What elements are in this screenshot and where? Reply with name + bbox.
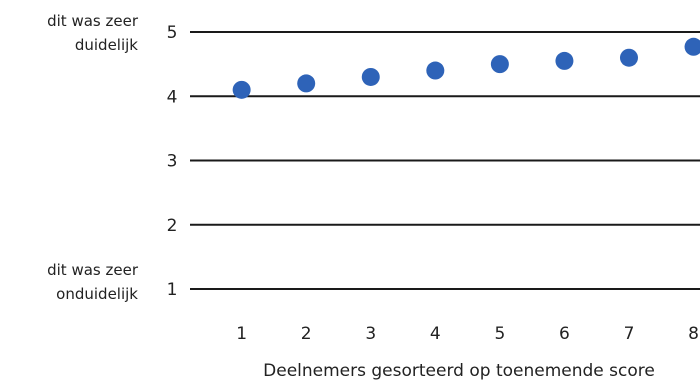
data-point-7 (619, 48, 638, 67)
y-gridlines (190, 31, 700, 290)
x-tick-label-3: 3 (365, 324, 376, 344)
y-top-anchor-line-2: duidelijk (75, 36, 138, 54)
data-point-2 (297, 74, 316, 93)
x-tick-label-5: 5 (494, 324, 505, 344)
y-bottom-anchor-line-1: dit was zeer (47, 261, 139, 279)
y-tick-labels: 1 2 3 4 5 (167, 23, 178, 300)
x-tick-label-2: 2 (301, 324, 312, 344)
x-tick-label-1: 1 (236, 324, 247, 344)
data-point-4 (426, 61, 445, 80)
y-tick-label-3: 3 (167, 152, 178, 172)
data-point-5 (490, 55, 509, 74)
data-point-1 (232, 80, 251, 99)
x-tick-label-4: 4 (430, 324, 441, 344)
y-tick-label-4: 4 (167, 87, 178, 107)
data-point-8 (684, 37, 700, 56)
x-axis-title: Deelnemers gesorteerd op toenemende scor… (263, 361, 655, 381)
data-points (232, 37, 700, 99)
data-point-3 (361, 67, 380, 86)
y-tick-label-5: 5 (167, 23, 178, 43)
x-tick-label-7: 7 (624, 324, 635, 344)
y-bottom-anchor-line-2: onduidelijk (56, 285, 138, 303)
x-tick-labels: 1 2 3 4 5 6 7 8 (236, 324, 699, 344)
y-top-anchor-line-1: dit was zeer (47, 12, 139, 30)
data-point-6 (555, 51, 574, 70)
y-tick-label-2: 2 (167, 216, 178, 236)
x-tick-label-6: 6 (559, 324, 570, 344)
y-anchor-labels: dit was zeer duidelijk dit was zeer ondu… (47, 12, 139, 303)
x-tick-label-8: 8 (688, 324, 699, 344)
y-tick-label-1: 1 (167, 280, 178, 300)
